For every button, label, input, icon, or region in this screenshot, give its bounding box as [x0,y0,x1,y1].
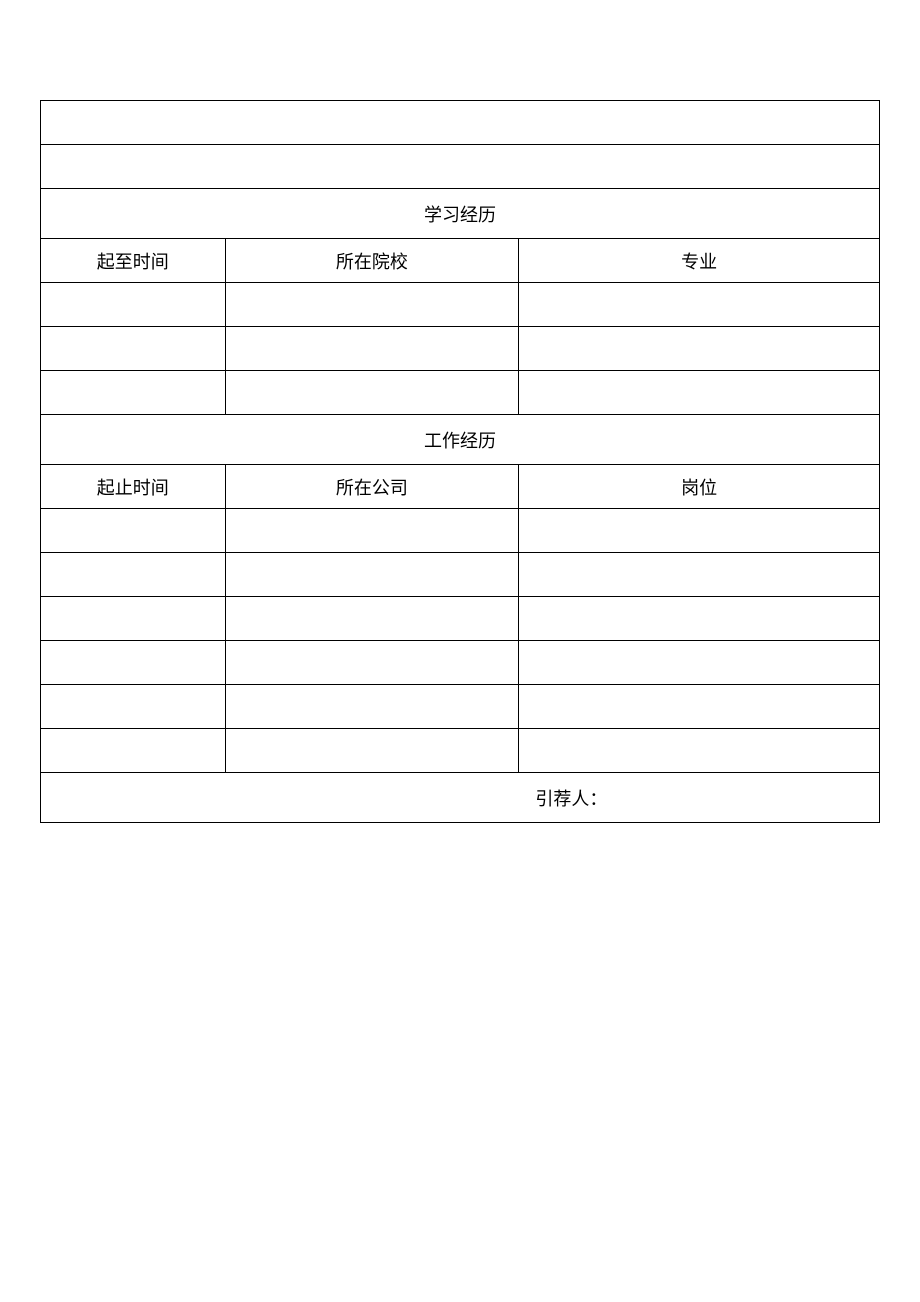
blank-cell [41,101,880,145]
work-company-cell [225,509,519,553]
education-major-cell [519,283,880,327]
education-time-header: 起至时间 [41,239,226,283]
referrer-row: 引荐人： [41,773,880,823]
work-row [41,597,880,641]
work-row [41,553,880,597]
blank-cell [41,145,880,189]
work-position-cell [519,685,880,729]
work-position-header: 岗位 [519,465,880,509]
work-time-cell [41,597,226,641]
education-time-cell [41,283,226,327]
education-section-header-row: 学习经历 [41,189,880,239]
education-school-cell [225,283,519,327]
education-row [41,327,880,371]
education-time-cell [41,371,226,415]
work-row [41,509,880,553]
blank-row-2 [41,145,880,189]
education-major-header: 专业 [519,239,880,283]
work-position-cell [519,553,880,597]
education-header-row: 起至时间 所在院校 专业 [41,239,880,283]
work-time-cell [41,685,226,729]
work-section-title: 工作经历 [41,415,880,465]
work-header-row: 起止时间 所在公司 岗位 [41,465,880,509]
education-time-cell [41,327,226,371]
education-major-cell [519,371,880,415]
work-time-cell [41,641,226,685]
work-row [41,685,880,729]
referrer-cell: 引荐人： [41,773,880,823]
work-time-cell [41,509,226,553]
work-company-cell [225,641,519,685]
education-school-header: 所在院校 [225,239,519,283]
work-row [41,729,880,773]
work-time-header: 起止时间 [41,465,226,509]
work-section-header-row: 工作经历 [41,415,880,465]
work-row [41,641,880,685]
education-school-cell [225,327,519,371]
education-section-title: 学习经历 [41,189,880,239]
work-position-cell [519,509,880,553]
work-time-cell [41,729,226,773]
work-position-cell [519,641,880,685]
work-company-cell [225,729,519,773]
education-major-cell [519,327,880,371]
referrer-label: 引荐人： [535,789,607,809]
work-company-cell [225,553,519,597]
work-company-cell [225,597,519,641]
work-position-cell [519,597,880,641]
education-row [41,283,880,327]
education-row [41,371,880,415]
blank-row-1 [41,101,880,145]
work-position-cell [519,729,880,773]
work-company-header: 所在公司 [225,465,519,509]
work-company-cell [225,685,519,729]
work-time-cell [41,553,226,597]
resume-table: 学习经历 起至时间 所在院校 专业 工作经历 起止时间 所在公司 岗位 [40,100,880,823]
education-school-cell [225,371,519,415]
